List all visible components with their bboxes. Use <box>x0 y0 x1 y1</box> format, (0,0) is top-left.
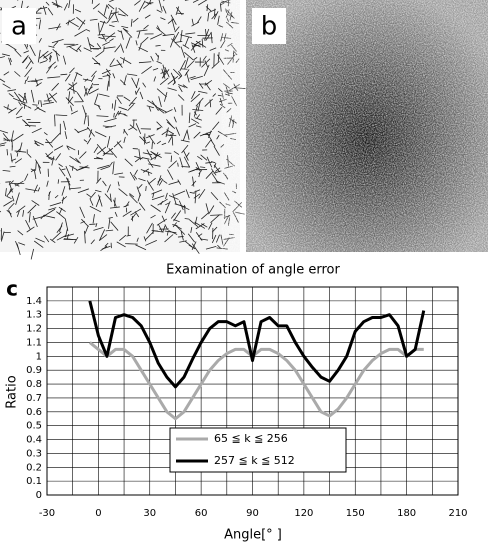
panel-label: b <box>261 12 278 42</box>
y-tick-label: 0.8 <box>26 379 42 390</box>
panel-label: c <box>6 277 18 301</box>
y-tick-label: 0.4 <box>26 435 42 446</box>
x-tick-label: -30 <box>39 508 55 519</box>
legend-label: 65 ≦ k ≦ 256 <box>214 432 288 445</box>
x-tick-label: 30 <box>143 508 156 519</box>
y-tick-label: 0.5 <box>26 421 42 432</box>
x-tick-label: 150 <box>346 508 365 519</box>
x-tick-label: 210 <box>448 508 467 519</box>
y-tick-label: 0.2 <box>26 462 42 473</box>
x-tick-label: 0 <box>95 508 101 519</box>
x-axis-label: Angle[° ] <box>224 528 282 543</box>
y-tick-label: 0.6 <box>26 407 42 418</box>
fiber <box>185 205 186 214</box>
x-tick-label: 90 <box>246 508 259 519</box>
y-tick-label: 1.3 <box>26 310 42 321</box>
y-tick-label: 0.1 <box>26 476 42 487</box>
fiber <box>24 102 25 109</box>
fiber <box>125 244 138 245</box>
fiber <box>88 115 89 126</box>
fiber <box>5 182 11 183</box>
y-tick-label: 1.1 <box>26 337 42 348</box>
x-tick-label: 60 <box>195 508 208 519</box>
y-tick-label: 1.4 <box>26 296 42 307</box>
fiber <box>171 156 172 162</box>
y-tick-label: 0.9 <box>26 365 42 376</box>
panel-label: a <box>11 12 27 42</box>
y-tick-label: 1.2 <box>26 324 42 335</box>
y-tick-label: 0.3 <box>26 448 42 459</box>
legend-label: 257 ≦ k ≦ 512 <box>214 454 295 467</box>
chart-title: Examination of angle error <box>166 263 340 278</box>
fiber <box>229 234 234 235</box>
y-axis-label: Ratio <box>5 375 20 408</box>
fiber <box>32 105 37 106</box>
y-tick-label: 0 <box>36 490 42 501</box>
x-tick-label: 120 <box>294 508 313 519</box>
x-tick-label: 180 <box>397 508 416 519</box>
fiber <box>55 115 56 127</box>
y-tick-label: 1 <box>36 351 42 362</box>
y-tick-label: 0.7 <box>26 393 42 404</box>
